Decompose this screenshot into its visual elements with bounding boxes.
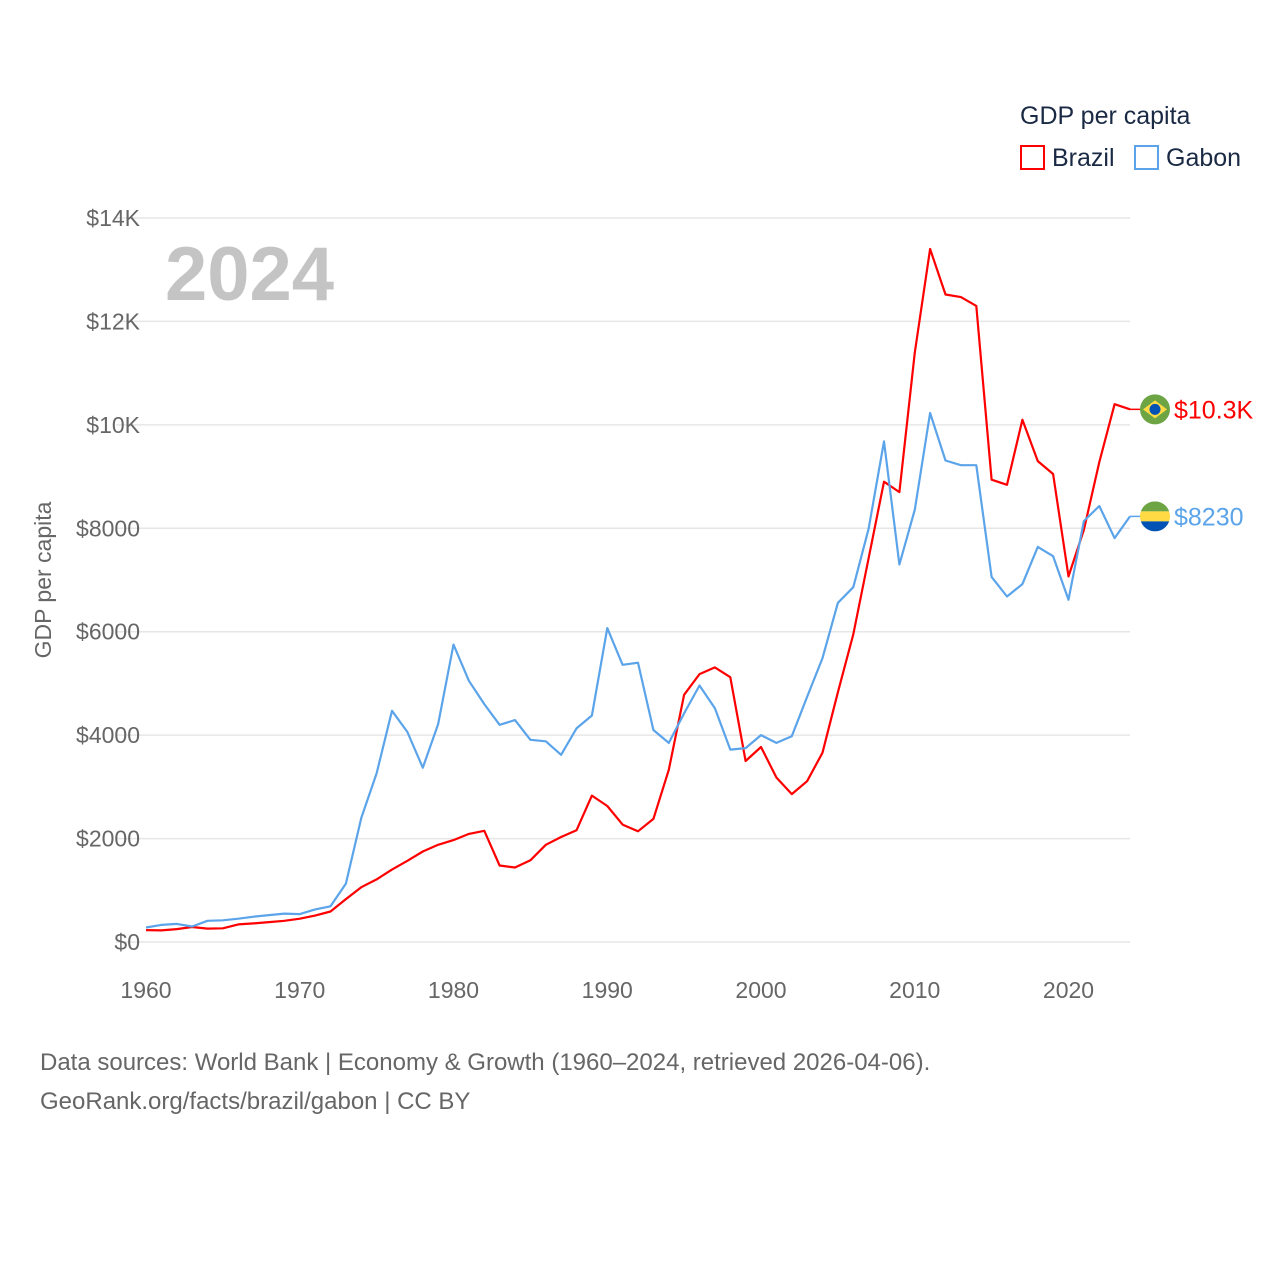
y-tick-label: $0	[114, 929, 140, 955]
gridlines	[116, 217, 1130, 943]
x-tick-label: 1980	[428, 977, 479, 1003]
end-value-label: $8230	[1174, 503, 1244, 531]
series-lines	[145, 247, 1131, 932]
x-tick-label: 1990	[582, 977, 633, 1003]
y-axis-ticks: $0 $2000 $4000 $6000 $8000 $10K $12K $14K	[76, 205, 141, 955]
end-value-label: $10.3K	[1174, 396, 1254, 424]
flag-stripes	[1140, 501, 1170, 532]
y-tick-label: $10K	[86, 412, 140, 438]
legend-swatch	[1134, 145, 1159, 170]
brazil-flag-icon	[1140, 394, 1170, 425]
stripe-green	[1140, 501, 1170, 512]
legend: Brazil Gabon	[1020, 144, 1241, 172]
gabon-flag-icon	[1140, 501, 1170, 532]
legend-title: GDP per capita	[1020, 102, 1191, 130]
series-end-labels: $10.3K $8230	[1130, 394, 1254, 532]
x-tick-label: 1960	[120, 977, 171, 1003]
x-tick-label: 1970	[274, 977, 325, 1003]
y-tick-label: $8000	[76, 515, 140, 541]
footer: Data sources: World Bank | Economy & Gro…	[40, 1043, 930, 1121]
legend-swatch	[1020, 145, 1045, 170]
y-tick-label: $4000	[76, 722, 140, 748]
legend-label: Brazil	[1052, 144, 1115, 172]
line-chart: $0$2000$4000$6000$8000$10K$12K$14K 1960 1…	[30, 102, 1254, 1003]
x-tick-label: 2000	[735, 977, 786, 1003]
series-line-brazil	[145, 247, 1131, 932]
x-tick-label: 2010	[889, 977, 940, 1003]
series-line-gabon	[145, 411, 1131, 929]
flag-globe	[1149, 403, 1161, 415]
data-sources: Data sources: World Bank | Economy & Gro…	[40, 1049, 931, 1076]
source-link[interactable]: GeoRank.org/facts/brazil/gabon | CC BY	[40, 1088, 471, 1115]
stripe-yellow	[1140, 511, 1170, 522]
y-tick-label: $12K	[86, 308, 140, 334]
x-axis-ticks: 1960 1970 1980 1990 2000 2010 2020	[120, 977, 1094, 1003]
x-tick-label: 2020	[1043, 977, 1094, 1003]
y-axis-label: GDP per capita	[30, 501, 56, 658]
y-tick-label: $14K	[86, 205, 140, 231]
y-tick-label: $6000	[76, 619, 140, 645]
legend-label: Gabon	[1166, 144, 1241, 172]
year-watermark: 2024	[165, 232, 334, 317]
y-tick-label: $2000	[76, 826, 140, 852]
stripe-blue	[1140, 521, 1170, 532]
